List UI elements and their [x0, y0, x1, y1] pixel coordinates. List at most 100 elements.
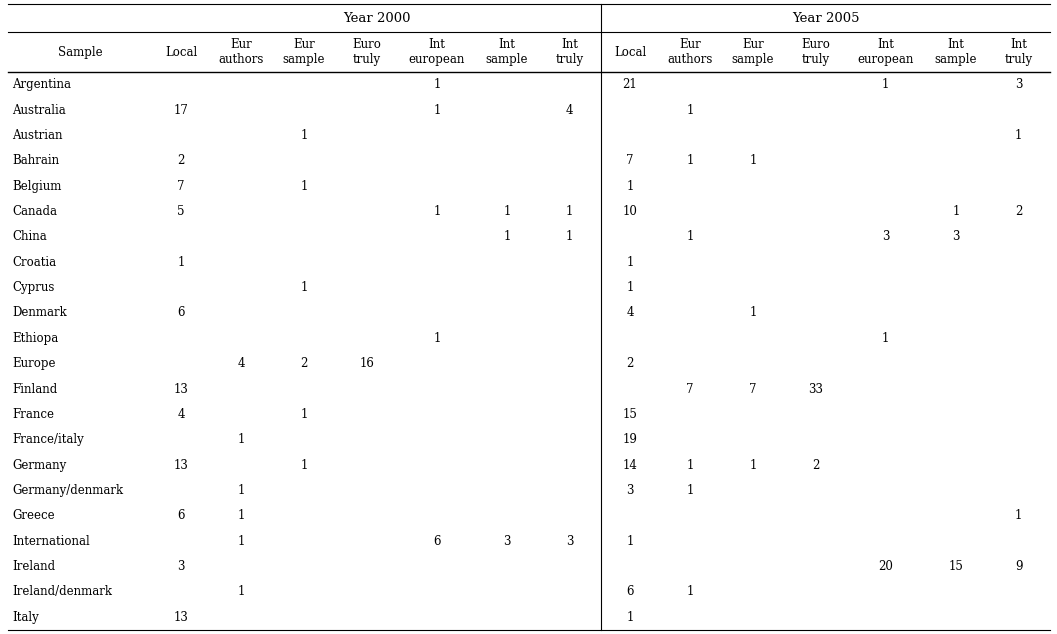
Text: Ireland/denmark: Ireland/denmark [12, 585, 112, 598]
Text: Euro
truly: Euro truly [352, 38, 382, 66]
Text: 1: 1 [238, 585, 245, 598]
Text: Argentina: Argentina [12, 78, 71, 91]
Text: 16: 16 [359, 357, 374, 370]
Text: 1: 1 [687, 458, 693, 472]
Text: Local: Local [614, 46, 646, 58]
Text: Germany: Germany [12, 458, 67, 472]
Text: 1: 1 [238, 534, 245, 548]
Text: 6: 6 [178, 509, 185, 522]
Text: 7: 7 [178, 179, 185, 193]
Text: 1: 1 [178, 256, 185, 269]
Text: 1: 1 [687, 154, 693, 167]
Text: Eur
authors: Eur authors [668, 38, 712, 66]
Text: 1: 1 [749, 458, 757, 472]
Text: Bahrain: Bahrain [12, 154, 59, 167]
Text: 10: 10 [623, 205, 637, 218]
Text: Year 2000: Year 2000 [342, 11, 410, 25]
Text: Eur
sample: Eur sample [283, 38, 326, 66]
Text: 1: 1 [687, 230, 693, 243]
Text: Cyprus: Cyprus [12, 281, 54, 294]
Text: 1: 1 [627, 179, 634, 193]
Text: 3: 3 [1015, 78, 1022, 91]
Text: 2: 2 [812, 458, 819, 472]
Text: 13: 13 [173, 458, 188, 472]
Text: France: France [12, 408, 54, 421]
Text: 15: 15 [623, 408, 637, 421]
Text: 33: 33 [809, 382, 823, 396]
Text: France/italy: France/italy [12, 433, 84, 446]
Text: 1: 1 [300, 281, 308, 294]
Text: 1: 1 [1015, 129, 1022, 142]
Text: 2: 2 [627, 357, 634, 370]
Text: Euro
truly: Euro truly [801, 38, 830, 66]
Text: 3: 3 [952, 230, 960, 243]
Text: 1: 1 [238, 509, 245, 522]
Text: Int
truly: Int truly [556, 38, 583, 66]
Text: 3: 3 [178, 560, 185, 573]
Text: Austrian: Austrian [12, 129, 62, 142]
Text: Year 2005: Year 2005 [792, 11, 859, 25]
Text: Germany/denmark: Germany/denmark [12, 484, 123, 497]
Text: 1: 1 [1015, 509, 1022, 522]
Text: 4: 4 [238, 357, 245, 370]
Text: Local: Local [165, 46, 198, 58]
Text: 1: 1 [627, 611, 634, 624]
Text: 15: 15 [948, 560, 963, 573]
Text: 1: 1 [300, 458, 308, 472]
Text: 2: 2 [1015, 205, 1022, 218]
Text: Italy: Italy [12, 611, 39, 624]
Text: 1: 1 [300, 179, 308, 193]
Text: Int
sample: Int sample [934, 38, 978, 66]
Text: 4: 4 [178, 408, 185, 421]
Text: Europe: Europe [12, 357, 56, 370]
Text: 1: 1 [433, 103, 441, 117]
Text: 3: 3 [626, 484, 634, 497]
Text: 20: 20 [878, 560, 893, 573]
Text: Sample: Sample [58, 46, 103, 58]
Text: 19: 19 [623, 433, 637, 446]
Text: 9: 9 [1015, 560, 1022, 573]
Text: 4: 4 [567, 103, 574, 117]
Text: 7: 7 [626, 154, 634, 167]
Text: 21: 21 [623, 78, 637, 91]
Text: 17: 17 [173, 103, 188, 117]
Text: Eur
sample: Eur sample [731, 38, 774, 66]
Text: 3: 3 [567, 534, 574, 548]
Text: 1: 1 [627, 534, 634, 548]
Text: 1: 1 [503, 205, 511, 218]
Text: Australia: Australia [12, 103, 66, 117]
Text: 1: 1 [300, 129, 308, 142]
Text: China: China [12, 230, 47, 243]
Text: Eur
authors: Eur authors [219, 38, 264, 66]
Text: 1: 1 [433, 332, 441, 345]
Text: 5: 5 [178, 205, 185, 218]
Text: 1: 1 [627, 281, 634, 294]
Text: Canada: Canada [12, 205, 57, 218]
Text: 1: 1 [238, 484, 245, 497]
Text: 1: 1 [687, 585, 693, 598]
Text: Ireland: Ireland [12, 560, 55, 573]
Text: 13: 13 [173, 382, 188, 396]
Text: Belgium: Belgium [12, 179, 61, 193]
Text: 3: 3 [503, 534, 511, 548]
Text: Int
truly: Int truly [1004, 38, 1033, 66]
Text: 1: 1 [687, 103, 693, 117]
Text: 1: 1 [238, 433, 245, 446]
Text: 1: 1 [567, 205, 574, 218]
Text: 1: 1 [749, 154, 757, 167]
Text: 1: 1 [433, 205, 441, 218]
Text: 7: 7 [686, 382, 694, 396]
Text: 1: 1 [883, 78, 890, 91]
Text: Greece: Greece [12, 509, 55, 522]
Text: Int
european: Int european [409, 38, 465, 66]
Text: 1: 1 [883, 332, 890, 345]
Text: Croatia: Croatia [12, 256, 56, 269]
Text: 1: 1 [503, 230, 511, 243]
Text: 1: 1 [300, 408, 308, 421]
Text: Denmark: Denmark [12, 306, 67, 320]
Text: 6: 6 [626, 585, 634, 598]
Text: 1: 1 [433, 78, 441, 91]
Text: International: International [12, 534, 90, 548]
Text: Int
european: Int european [857, 38, 914, 66]
Text: 3: 3 [882, 230, 890, 243]
